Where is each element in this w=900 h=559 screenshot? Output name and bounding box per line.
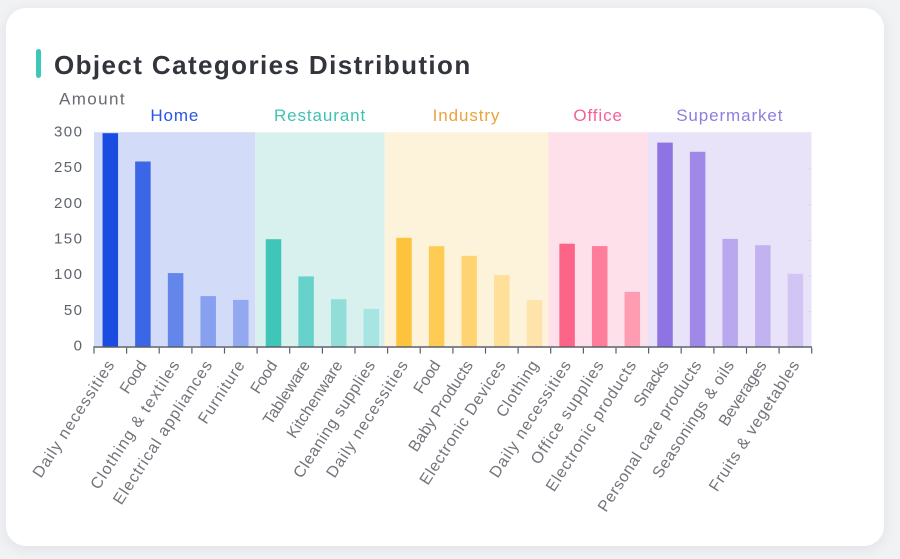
svg-text:Amount: Amount — [59, 90, 126, 109]
svg-text:250: 250 — [54, 159, 84, 176]
svg-text:Industry: Industry — [433, 106, 501, 125]
svg-text:Restaurant: Restaurant — [274, 106, 366, 125]
svg-text:0: 0 — [74, 338, 84, 355]
svg-text:50: 50 — [64, 302, 84, 319]
svg-text:100: 100 — [54, 266, 84, 283]
svg-text:200: 200 — [54, 195, 84, 212]
svg-text:Supermarket: Supermarket — [676, 106, 783, 125]
svg-text:Food: Food — [411, 358, 444, 397]
svg-text:Food: Food — [248, 358, 281, 397]
svg-text:300: 300 — [54, 124, 84, 141]
svg-text:Home: Home — [150, 106, 199, 125]
svg-text:150: 150 — [54, 231, 84, 248]
svg-text:Food: Food — [117, 358, 150, 397]
svg-text:Office: Office — [573, 106, 623, 125]
